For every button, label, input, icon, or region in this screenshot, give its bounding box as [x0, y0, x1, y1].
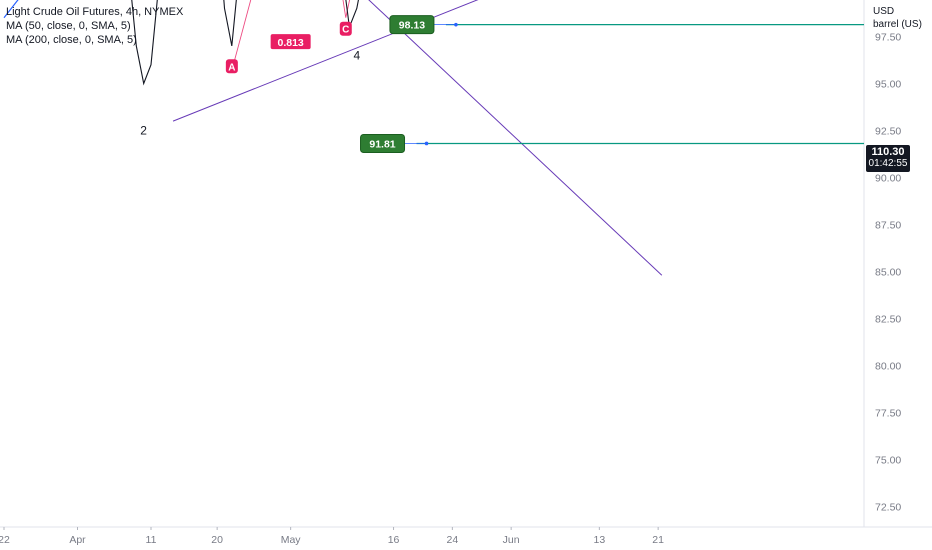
- target-box: [360, 133, 406, 153]
- chart-legend: Light Crude Oil Futures, 4h, NYMEX MA (5…: [6, 5, 183, 47]
- pattern-point-c: C: [339, 21, 352, 36]
- target-value: 91.81: [369, 138, 395, 150]
- y-tick-label: 90.00: [875, 173, 901, 185]
- wave-label: 2: [140, 124, 147, 138]
- y-tick-label: 87.50: [875, 220, 901, 232]
- pattern-point-label: C: [342, 25, 349, 36]
- y-tick-label: 95.00: [875, 79, 901, 91]
- x-tick-label: 24: [447, 534, 459, 546]
- ratio-box: [270, 34, 311, 50]
- y-tick-label: 82.50: [875, 314, 901, 326]
- x-tick-label: 21: [652, 534, 664, 546]
- y-tick-label: 75.00: [875, 455, 901, 467]
- bar-countdown: 01:42:55: [868, 158, 908, 169]
- y-tick-label: 85.00: [875, 267, 901, 279]
- target-box: [389, 15, 435, 35]
- wave-label: 4: [353, 48, 360, 62]
- ratio-label: 0.813: [270, 34, 311, 50]
- y-tick-label: 80.00: [875, 361, 901, 373]
- x-tick-label: 20: [211, 534, 223, 546]
- falling-trendline: [368, 0, 663, 276]
- pattern-point-box: [339, 21, 352, 36]
- y-tick-label: 72.50: [875, 502, 901, 514]
- target-label: 98.13: [389, 15, 435, 35]
- x-tick-label: Apr: [69, 534, 86, 546]
- x-tick-label: Jun: [503, 534, 520, 546]
- currency-label: USD: [873, 6, 895, 17]
- last-price: 110.30: [871, 146, 905, 158]
- ratio-text: 0.813: [278, 37, 304, 49]
- x-tick-label: 22: [0, 534, 10, 546]
- pattern-point-a: A: [225, 59, 238, 74]
- unit-label: barrel (US): [873, 19, 922, 30]
- x-tick-label: 16: [388, 534, 400, 546]
- x-tick-label: 13: [594, 534, 606, 546]
- target-label: 91.81: [360, 133, 406, 153]
- ma200-legend[interactable]: MA (200, close, 0, SMA, 5): [6, 34, 137, 46]
- target-dot: [424, 141, 429, 146]
- ma50-legend[interactable]: MA (50, close, 0, SMA, 5): [6, 20, 131, 32]
- x-tick-label: May: [281, 534, 302, 546]
- y-tick-label: 77.50: [875, 408, 901, 420]
- price-line: [131, 0, 359, 86]
- y-tick-label: 92.50: [875, 126, 901, 138]
- pattern-point-label: A: [228, 62, 235, 73]
- target-value: 98.13: [399, 20, 425, 32]
- chart-title: Light Crude Oil Futures, 4h, NYMEX: [6, 6, 184, 18]
- target-dot: [454, 22, 458, 27]
- pattern-point-box: [225, 59, 238, 74]
- y-tick-label: 97.50: [875, 32, 901, 44]
- x-tick-label: 11: [146, 534, 157, 546]
- axis-unit: USD barrel (US): [873, 5, 922, 31]
- last-price-badge: 110.30 01:42:55: [866, 145, 910, 172]
